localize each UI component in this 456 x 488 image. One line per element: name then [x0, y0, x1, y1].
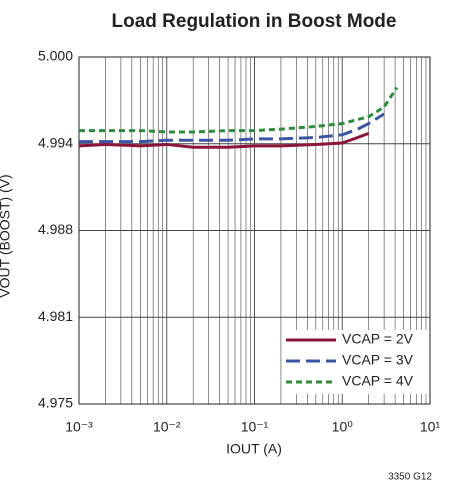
figure-note: 3350 G12 — [388, 472, 432, 483]
y-tick-label: 5.000 — [38, 48, 73, 64]
chart-title: Load Regulation in Boost Mode — [112, 11, 397, 32]
x-tick-label: 10¹ — [420, 419, 441, 435]
y-axis-label: VOUT (BOOST) (V) — [0, 174, 13, 297]
y-tick-label: 4.994 — [38, 134, 73, 150]
legend-label: VCAP = 2V — [342, 331, 414, 347]
x-tick-label: 10⁻³ — [65, 419, 93, 435]
line — [79, 86, 399, 134]
legend-label: VCAP = 3V — [342, 352, 414, 368]
y-tick-label: 4.975 — [38, 395, 73, 411]
line — [78, 131, 370, 149]
y-tick-label: 4.988 — [38, 221, 73, 237]
x-tick-label: 10⁻¹ — [241, 419, 269, 435]
x-tick-label: 10⁻² — [153, 419, 181, 435]
y-tick-label: 4.981 — [38, 308, 73, 324]
plot-frame — [78, 56, 431, 405]
x-tick-label: 10⁰ — [332, 419, 354, 435]
line — [79, 112, 385, 144]
legend-label: VCAP = 4V — [342, 373, 414, 389]
x-axis-label: IOUT (A) — [226, 441, 282, 457]
